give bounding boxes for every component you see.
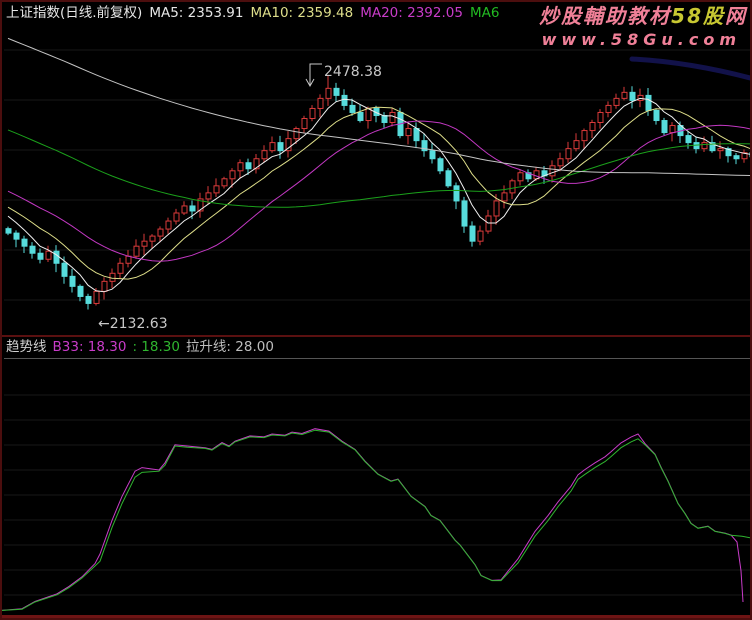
high-price-annotation: 2478.38 xyxy=(324,64,382,80)
header-token: 上证指数(日线.前复权) xyxy=(6,5,143,21)
indicator-token: : 18.30 xyxy=(132,339,180,355)
indicator-header[interactable]: 趋势线 B33: 18.30 : 18.30 拉升线: 28.00 xyxy=(6,338,750,356)
watermark-part: 网 xyxy=(725,4,747,28)
panel-divider xyxy=(2,335,750,337)
watermark-site-name: 炒股輔助教材58股网 xyxy=(539,4,747,28)
watermark-url: www.58Gu.com xyxy=(541,30,741,49)
low-price-annotation: ←2132.63 xyxy=(98,316,168,332)
indicator-header-underline xyxy=(4,358,750,359)
watermark-part: 炒股輔助教材 xyxy=(539,4,672,28)
indicator-series-B33-green xyxy=(2,429,750,611)
indicator-token: 趋势线 xyxy=(6,339,47,355)
header-token: MA6 xyxy=(469,5,500,21)
indicator-token: 拉升线: 28.00 xyxy=(185,339,274,355)
watermark: 炒股輔助教材58股网 www.58Gu.com xyxy=(539,4,747,50)
header-token: MA5: 2353.91 xyxy=(149,5,244,21)
header-token: MA10: 2359.48 xyxy=(250,5,354,21)
main-candlestick-chart[interactable]: 2478.38 ←2132.63 xyxy=(2,2,752,336)
header-token: MA20: 2392.05 xyxy=(360,5,463,21)
chart-header: 上证指数(日线.前复权) MA5: 2353.91 MA10: 2359.48 MA2… xyxy=(6,4,530,22)
bottom-border xyxy=(2,615,750,618)
indicator-token: B33: 18.30 xyxy=(52,339,127,355)
watermark-part: 58股 xyxy=(671,4,725,28)
indicator-line-chart[interactable] xyxy=(2,359,752,618)
